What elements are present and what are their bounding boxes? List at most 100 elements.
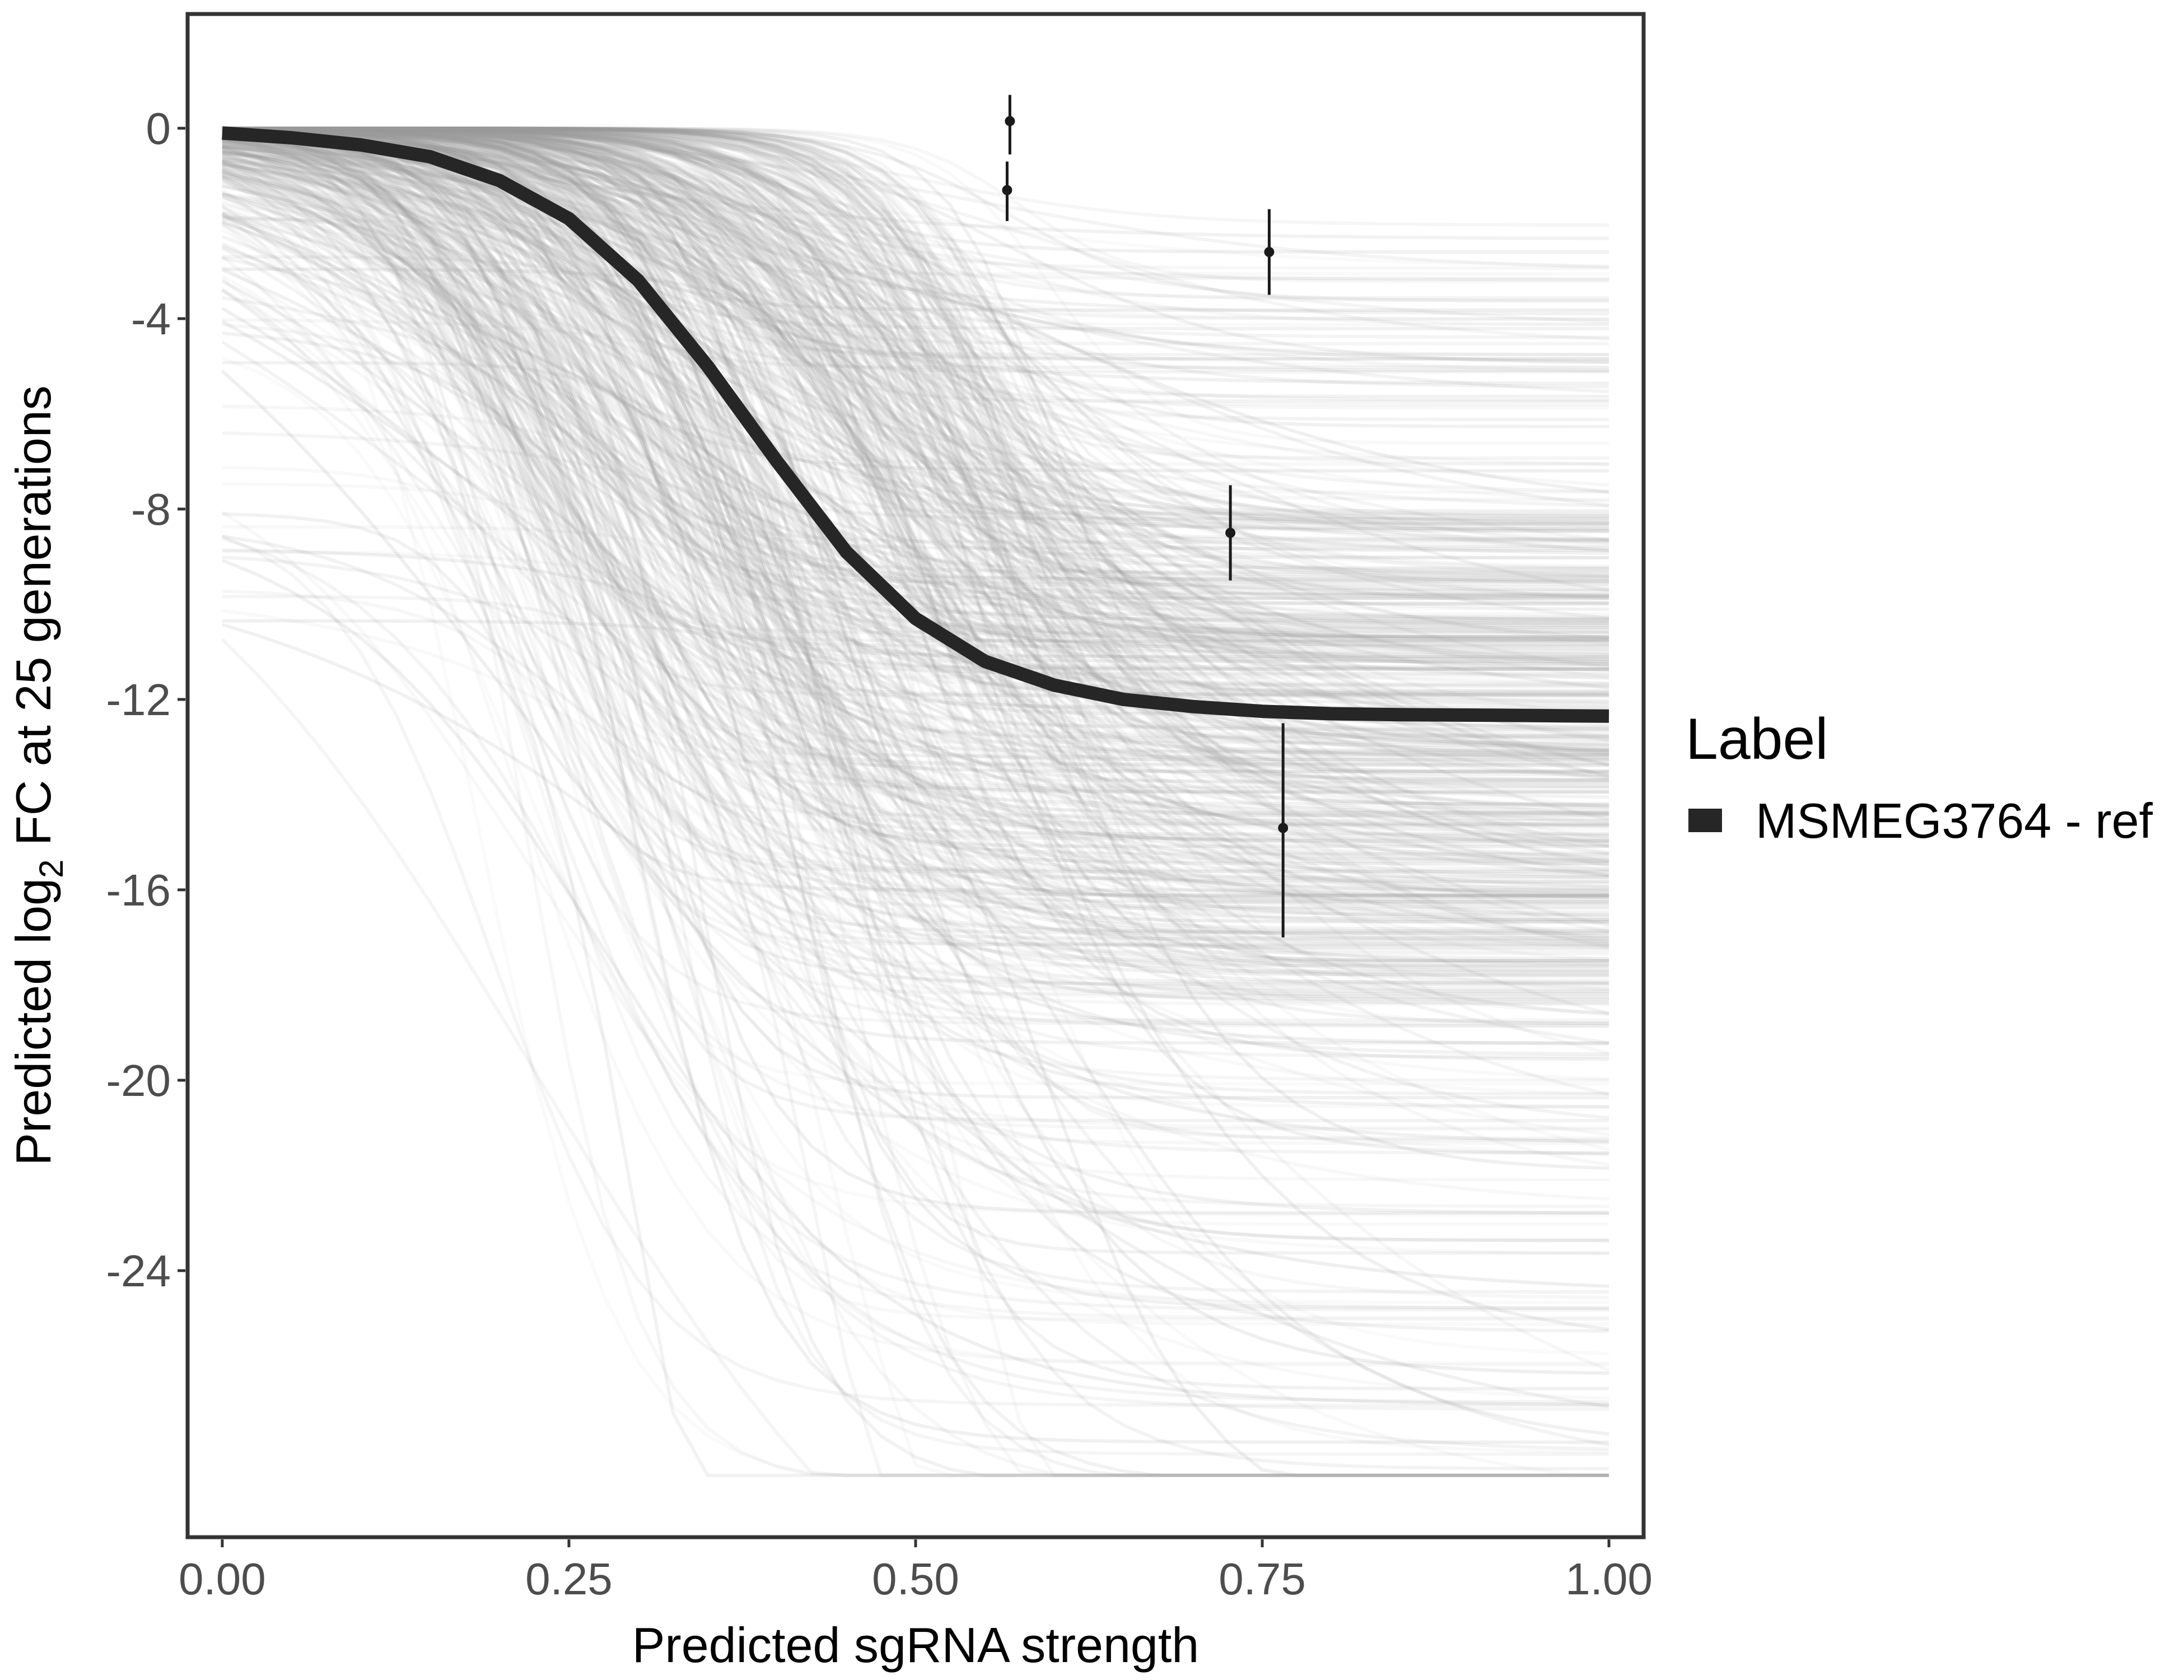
posterior-draw-line bbox=[222, 131, 1609, 1331]
posterior-draw-line bbox=[222, 146, 1609, 735]
posterior-draw-line bbox=[222, 127, 1609, 587]
posterior-draw-line bbox=[222, 127, 1609, 946]
posterior-draw-line bbox=[222, 127, 1609, 403]
posterior-draw-line bbox=[222, 127, 1609, 906]
posterior-draw-line bbox=[222, 127, 1609, 999]
posterior-draw-line bbox=[222, 127, 1609, 589]
posterior-draw-line bbox=[221, 242, 1609, 704]
posterior-draw-line bbox=[222, 128, 1609, 694]
posterior-draw-line bbox=[222, 127, 1609, 663]
posterior-draw-line bbox=[222, 482, 1609, 1477]
posterior-draw-line bbox=[222, 127, 1609, 813]
posterior-draw-line bbox=[222, 127, 1609, 898]
posterior-draw-line bbox=[222, 318, 1609, 597]
posterior-draw-line bbox=[222, 127, 1609, 767]
posterior-draw-line bbox=[222, 142, 1609, 843]
posterior-draw-line bbox=[222, 144, 1609, 316]
posterior-draw-line bbox=[222, 128, 1609, 948]
posterior-draw-line bbox=[222, 127, 1609, 303]
posterior-draw-line bbox=[222, 129, 1609, 466]
x-tick-label: 0.00 bbox=[179, 1554, 266, 1604]
posterior-draw-line bbox=[222, 127, 1609, 862]
posterior-draw-line bbox=[222, 127, 1609, 1243]
posterior-draw-line bbox=[222, 127, 1609, 993]
posterior-draw-line bbox=[221, 228, 1609, 1400]
posterior-draw-line bbox=[222, 128, 1609, 817]
posterior-draw-line bbox=[221, 255, 1609, 1028]
posterior-draw-line bbox=[222, 128, 1609, 577]
posterior-draw-line bbox=[222, 127, 1609, 300]
posterior-draw-line bbox=[222, 134, 1609, 755]
posterior-draw-line bbox=[222, 134, 1609, 996]
posterior-draw-line bbox=[221, 340, 1609, 919]
posterior-draw-line bbox=[222, 145, 1609, 641]
posterior-draw-line bbox=[222, 127, 1609, 627]
posterior-draw-line bbox=[222, 361, 1609, 1255]
posterior-draw-line bbox=[222, 127, 1609, 605]
posterior-draw-line bbox=[222, 130, 1609, 1444]
posterior-draw-line bbox=[222, 127, 1609, 671]
posterior-draw-line bbox=[222, 127, 1609, 971]
posterior-draw-line bbox=[222, 127, 1609, 695]
posterior-draw-line bbox=[222, 127, 1609, 409]
data-point-5 bbox=[1278, 823, 1289, 833]
posterior-draw-line bbox=[222, 131, 1609, 761]
posterior-draw-line bbox=[222, 127, 1609, 548]
posterior-draw-line bbox=[222, 127, 1609, 841]
posterior-draw-line bbox=[222, 132, 1609, 1122]
posterior-draw-line bbox=[222, 127, 1609, 597]
posterior-draw-line bbox=[221, 152, 1609, 659]
y-axis-title: Predicted log2 FC at 25 generations bbox=[6, 385, 70, 1165]
posterior-draw-line bbox=[222, 173, 1609, 1152]
posterior-draw-line bbox=[222, 128, 1609, 664]
posterior-draw-line bbox=[222, 127, 1609, 898]
posterior-draw-line bbox=[222, 127, 1609, 758]
posterior-draw-line bbox=[222, 138, 1609, 1082]
posterior-draw-line bbox=[222, 175, 1609, 739]
posterior-draw-line bbox=[221, 288, 1609, 922]
x-tick-label: 1.00 bbox=[1565, 1554, 1653, 1604]
posterior-draw-line bbox=[222, 127, 1609, 899]
posterior-draw-line bbox=[222, 156, 1609, 966]
posterior-draw-line bbox=[221, 170, 1609, 731]
posterior-draw-line bbox=[222, 127, 1609, 559]
posterior-draw-line bbox=[221, 177, 1609, 1131]
posterior-draw-line bbox=[222, 141, 1609, 698]
posterior-draw-line bbox=[222, 127, 1609, 666]
posterior-draw-line bbox=[222, 128, 1609, 871]
posterior-draw-line bbox=[222, 127, 1609, 326]
posterior-draw-line bbox=[222, 127, 1609, 540]
posterior-draw-line bbox=[222, 216, 1609, 1099]
posterior-draw-line bbox=[222, 131, 1609, 878]
posterior-draw-line bbox=[222, 127, 1609, 659]
posterior-draw-line bbox=[222, 139, 1609, 754]
posterior-draw-line bbox=[222, 132, 1609, 1333]
posterior-draw-line bbox=[222, 127, 1609, 748]
posterior-draw-line bbox=[222, 127, 1609, 878]
posterior-draw-line bbox=[222, 151, 1609, 767]
posterior-draw-line bbox=[222, 195, 1609, 542]
posterior-draw-line bbox=[222, 127, 1609, 702]
posterior-draw-line bbox=[222, 130, 1609, 578]
posterior-draw-line bbox=[222, 128, 1609, 738]
posterior-draw-line bbox=[222, 131, 1609, 1182]
posterior-draw-line bbox=[222, 159, 1609, 596]
posterior-draw-line bbox=[222, 296, 1609, 1096]
posterior-draw-line bbox=[222, 128, 1609, 962]
posterior-draw-line bbox=[222, 127, 1609, 940]
posterior-draw-line bbox=[222, 132, 1609, 640]
posterior-draw-line bbox=[221, 151, 1609, 675]
posterior-draw-line bbox=[222, 132, 1609, 679]
posterior-draw-line bbox=[222, 127, 1609, 889]
y-tick-label: -24 bbox=[106, 1246, 171, 1296]
data-point-2 bbox=[1002, 185, 1012, 195]
posterior-draw-line bbox=[222, 132, 1609, 1086]
posterior-draw-line bbox=[222, 127, 1609, 1471]
posterior-draw-line bbox=[222, 159, 1609, 767]
posterior-draw-line bbox=[222, 127, 1609, 794]
posterior-draw-line bbox=[222, 127, 1609, 1390]
posterior-draw-line bbox=[222, 127, 1609, 1477]
posterior-draw-line bbox=[222, 147, 1609, 788]
posterior-draw-line bbox=[222, 128, 1609, 757]
posterior-draw-line bbox=[222, 127, 1609, 1477]
